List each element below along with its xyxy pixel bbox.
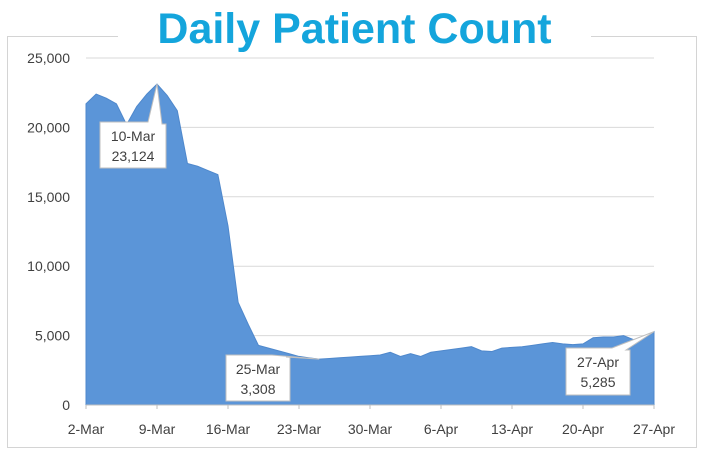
area-fill	[85, 83, 655, 406]
y-tick-label: 15,000	[27, 189, 70, 205]
callout-box	[225, 354, 320, 402]
area-series	[85, 83, 655, 406]
callouts: 10-Mar 23,124 25-Mar 3,308 27-Apr 5,285	[99, 83, 655, 402]
x-tick-label: 16-Mar	[206, 421, 251, 437]
y-tick-label: 10,000	[27, 258, 70, 274]
y-tick-label: 0	[62, 397, 70, 413]
x-tick-label: 6-Apr	[424, 421, 459, 437]
callout-value: 23,124	[112, 148, 155, 164]
callout-value: 3,308	[240, 381, 275, 397]
callout-box	[99, 83, 167, 169]
x-tick-label: 30-Mar	[348, 421, 393, 437]
y-tick-label: 5,000	[35, 328, 70, 344]
x-tick-labels: 2-Mar 9-Mar 16-Mar 23-Mar 30-Mar 6-Apr 13-Apr 2…	[68, 421, 676, 437]
callout: 10-Mar 23,124	[99, 83, 167, 169]
callout-date: 25-Mar	[236, 361, 281, 377]
callout-date: 10-Mar	[111, 128, 156, 144]
callout: 25-Mar 3,308	[225, 354, 320, 402]
callout-value: 5,285	[580, 374, 615, 390]
y-tick-label: 25,000	[27, 50, 70, 66]
x-tick-label: 23-Mar	[277, 421, 322, 437]
x-tick-label: 2-Mar	[68, 421, 105, 437]
callout-box	[565, 331, 655, 396]
title-banner: Daily Patient Count	[118, 2, 591, 56]
x-tick-label: 27-Apr	[633, 421, 675, 437]
axes	[85, 404, 655, 409]
x-tick-label: 13-Apr	[491, 421, 533, 437]
chart-title: Daily Patient Count	[157, 4, 552, 53]
y-tick-labels: 0 5,000 10,000 15,000 20,000 25,000	[27, 50, 70, 413]
callout-date: 27-Apr	[577, 354, 619, 370]
callout: 27-Apr 5,285	[565, 331, 655, 396]
x-tick-label: 20-Apr	[562, 421, 604, 437]
y-tick-label: 20,000	[27, 119, 70, 135]
x-tick-label: 9-Mar	[139, 421, 176, 437]
